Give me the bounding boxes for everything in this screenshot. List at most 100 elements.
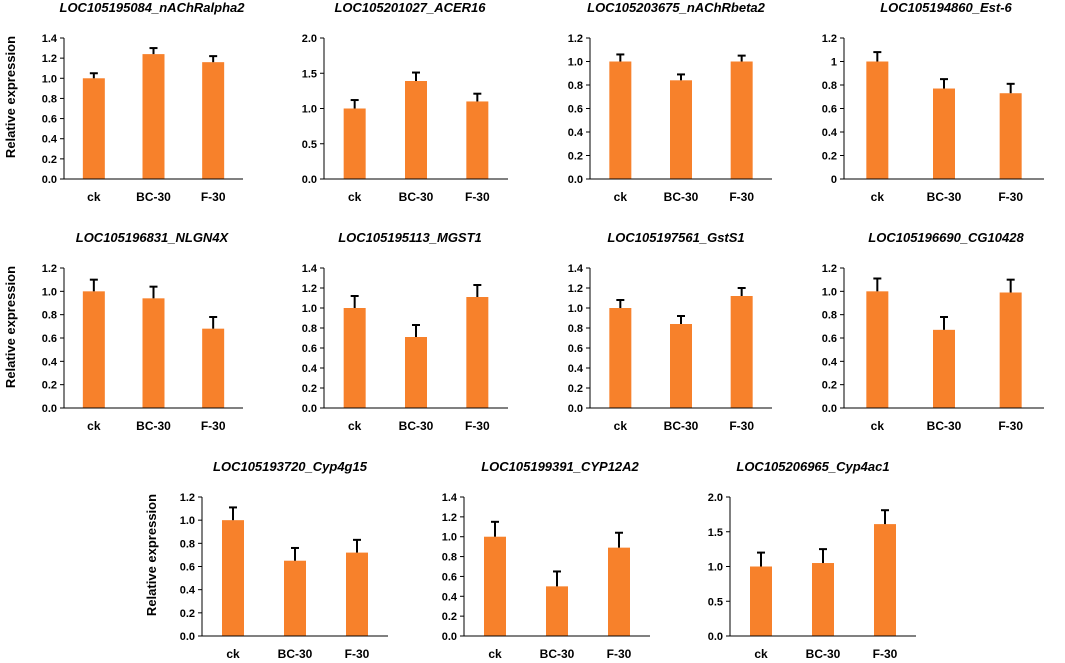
x-tick-label: BC-30 — [136, 190, 171, 204]
bar — [82, 291, 105, 408]
bar — [222, 520, 244, 636]
bar — [933, 329, 955, 408]
x-tick-label: BC-30 — [927, 419, 962, 433]
x-tick-label: ck — [87, 419, 101, 433]
x-tick-label: F-30 — [201, 190, 226, 204]
y-tick-label: 0.8 — [302, 323, 317, 335]
y-tick-label: 1.0 — [568, 57, 583, 69]
x-tick-label: F-30 — [729, 419, 754, 433]
bar — [142, 54, 165, 179]
bar — [730, 61, 753, 179]
chart-panel: LOC105195084_nAChRalpha2 0.0 0.2 0.4 0.6 0.8 1… — [42, 0, 246, 204]
chart-title: LOC105193720_Cyp4g15 — [213, 459, 368, 474]
y-tick-label: 2.0 — [708, 492, 723, 504]
x-tick-label: BC-30 — [664, 419, 699, 433]
y-tick-label: 0.8 — [442, 552, 457, 564]
y-tick-label: 1.0 — [302, 104, 317, 116]
y-tick-label: 0.0 — [568, 403, 583, 415]
bar — [866, 61, 889, 179]
bar — [608, 547, 630, 636]
y-tick-label: 1.2 — [180, 492, 195, 504]
y-tick-label: 1.0 — [822, 286, 837, 298]
y-tick-label: 0.2 — [302, 383, 317, 395]
x-tick-label: ck — [614, 190, 628, 204]
y-tick-label: 0.4 — [42, 356, 58, 368]
chart-title: LOC105199391_CYP12A2 — [481, 459, 639, 474]
y-tick-label: 0.0 — [180, 631, 195, 643]
y-tick-label: 0.2 — [180, 608, 195, 620]
y-tick-label: 2.0 — [302, 33, 317, 45]
chart-title: LOC105196831_NLGN4X — [76, 230, 230, 245]
bar — [874, 524, 896, 636]
x-tick-label: ck — [348, 419, 362, 433]
x-tick-label: BC-30 — [664, 190, 699, 204]
bar — [999, 292, 1022, 408]
y-tick-label: 0.2 — [822, 151, 837, 163]
y-tick-label: 0.2 — [568, 383, 583, 395]
y-tick-label: 0.4 — [822, 127, 838, 139]
bar — [466, 101, 489, 179]
y-tick-label: 1 — [831, 57, 837, 69]
bar — [866, 291, 889, 408]
y-tick-label: 1.2 — [822, 33, 837, 45]
y-tick-label: 0.4 — [180, 585, 196, 597]
bar — [750, 566, 772, 636]
y-tick-label: 0.4 — [568, 127, 584, 139]
chart-panel: LOC105199391_CYP12A2 0.0 0.2 0.4 0.6 0.8 1.0 1.… — [442, 459, 650, 661]
chart-title: LOC105203675_nAChRbeta2 — [587, 0, 766, 15]
y-tick-label: 0.8 — [822, 80, 837, 92]
y-tick-label: 0.8 — [568, 80, 583, 92]
y-tick-label: 0.0 — [568, 174, 583, 186]
y-tick-label: 0.2 — [822, 380, 837, 392]
y-tick-label: 0.4 — [302, 363, 318, 375]
y-tick-label: 1.0 — [442, 532, 457, 544]
bar — [933, 88, 955, 179]
y-tick-label: 0.6 — [568, 343, 583, 355]
chart-panel: LOC105194860_Est-6 0 0.2 0.4 0.6 0.8 1 1.2 ck BC-… — [822, 0, 1044, 204]
y-tick-label: 0.4 — [42, 134, 58, 146]
x-tick-label: F-30 — [607, 647, 632, 661]
bar — [346, 552, 368, 636]
x-tick-label: BC-30 — [927, 190, 962, 204]
x-tick-label: ck — [488, 647, 502, 661]
y-tick-label: 0.8 — [42, 93, 57, 105]
x-tick-label: F-30 — [998, 419, 1023, 433]
y-tick-label: 1.0 — [42, 286, 57, 298]
y-tick-label: 1.2 — [302, 283, 317, 295]
bar — [82, 78, 105, 179]
bar — [546, 586, 568, 636]
y-tick-label: 0.6 — [568, 104, 583, 116]
x-tick-label: BC-30 — [278, 647, 313, 661]
y-tick-label: 1.2 — [822, 263, 837, 275]
x-tick-label: ck — [614, 419, 628, 433]
chart-panel: LOC105195113_MGST1 0.0 0.2 0.4 0.6 0.8 1.0 1.2 1… — [302, 230, 508, 433]
chart-title: LOC105195113_MGST1 — [338, 230, 482, 245]
y-tick-label: 1.4 — [442, 492, 458, 504]
bar — [999, 93, 1022, 179]
y-tick-label: 0.0 — [42, 403, 57, 415]
y-tick-label: 0.6 — [302, 343, 317, 355]
y-tick-label: 0.0 — [708, 631, 723, 643]
y-tick-label: 1.5 — [708, 527, 723, 539]
x-tick-label: F-30 — [729, 190, 754, 204]
y-tick-label: 0.6 — [442, 571, 457, 583]
chart-title: LOC105206965_Cyp4ac1 — [736, 459, 889, 474]
chart-title: LOC105197561_GstS1 — [607, 230, 744, 245]
y-tick-label: 1.2 — [442, 512, 457, 524]
x-tick-label: F-30 — [873, 647, 898, 661]
y-tick-label: 0 — [831, 174, 837, 186]
y-tick-label: 0.8 — [822, 310, 837, 322]
bar — [405, 337, 427, 408]
y-tick-label: 1.4 — [42, 33, 58, 45]
bar — [670, 324, 692, 408]
y-tick-label: 0.0 — [822, 403, 837, 415]
x-tick-label: F-30 — [465, 419, 490, 433]
chart-panel: LOC105196690_CG10428 0.0 0.2 0.4 0.6 0.8 1.0 1.… — [822, 230, 1044, 433]
chart-panel: LOC105203675_nAChRbeta2 0.0 0.2 0.4 0.6 0.8 1.… — [568, 0, 772, 204]
x-tick-label: BC-30 — [540, 647, 575, 661]
y-tick-label: 0.5 — [708, 596, 723, 608]
y-tick-label: 0.8 — [42, 310, 57, 322]
y-tick-label: 0.0 — [302, 174, 317, 186]
y-tick-label: 0.0 — [442, 631, 457, 643]
y-tick-label: 0.6 — [822, 333, 837, 345]
